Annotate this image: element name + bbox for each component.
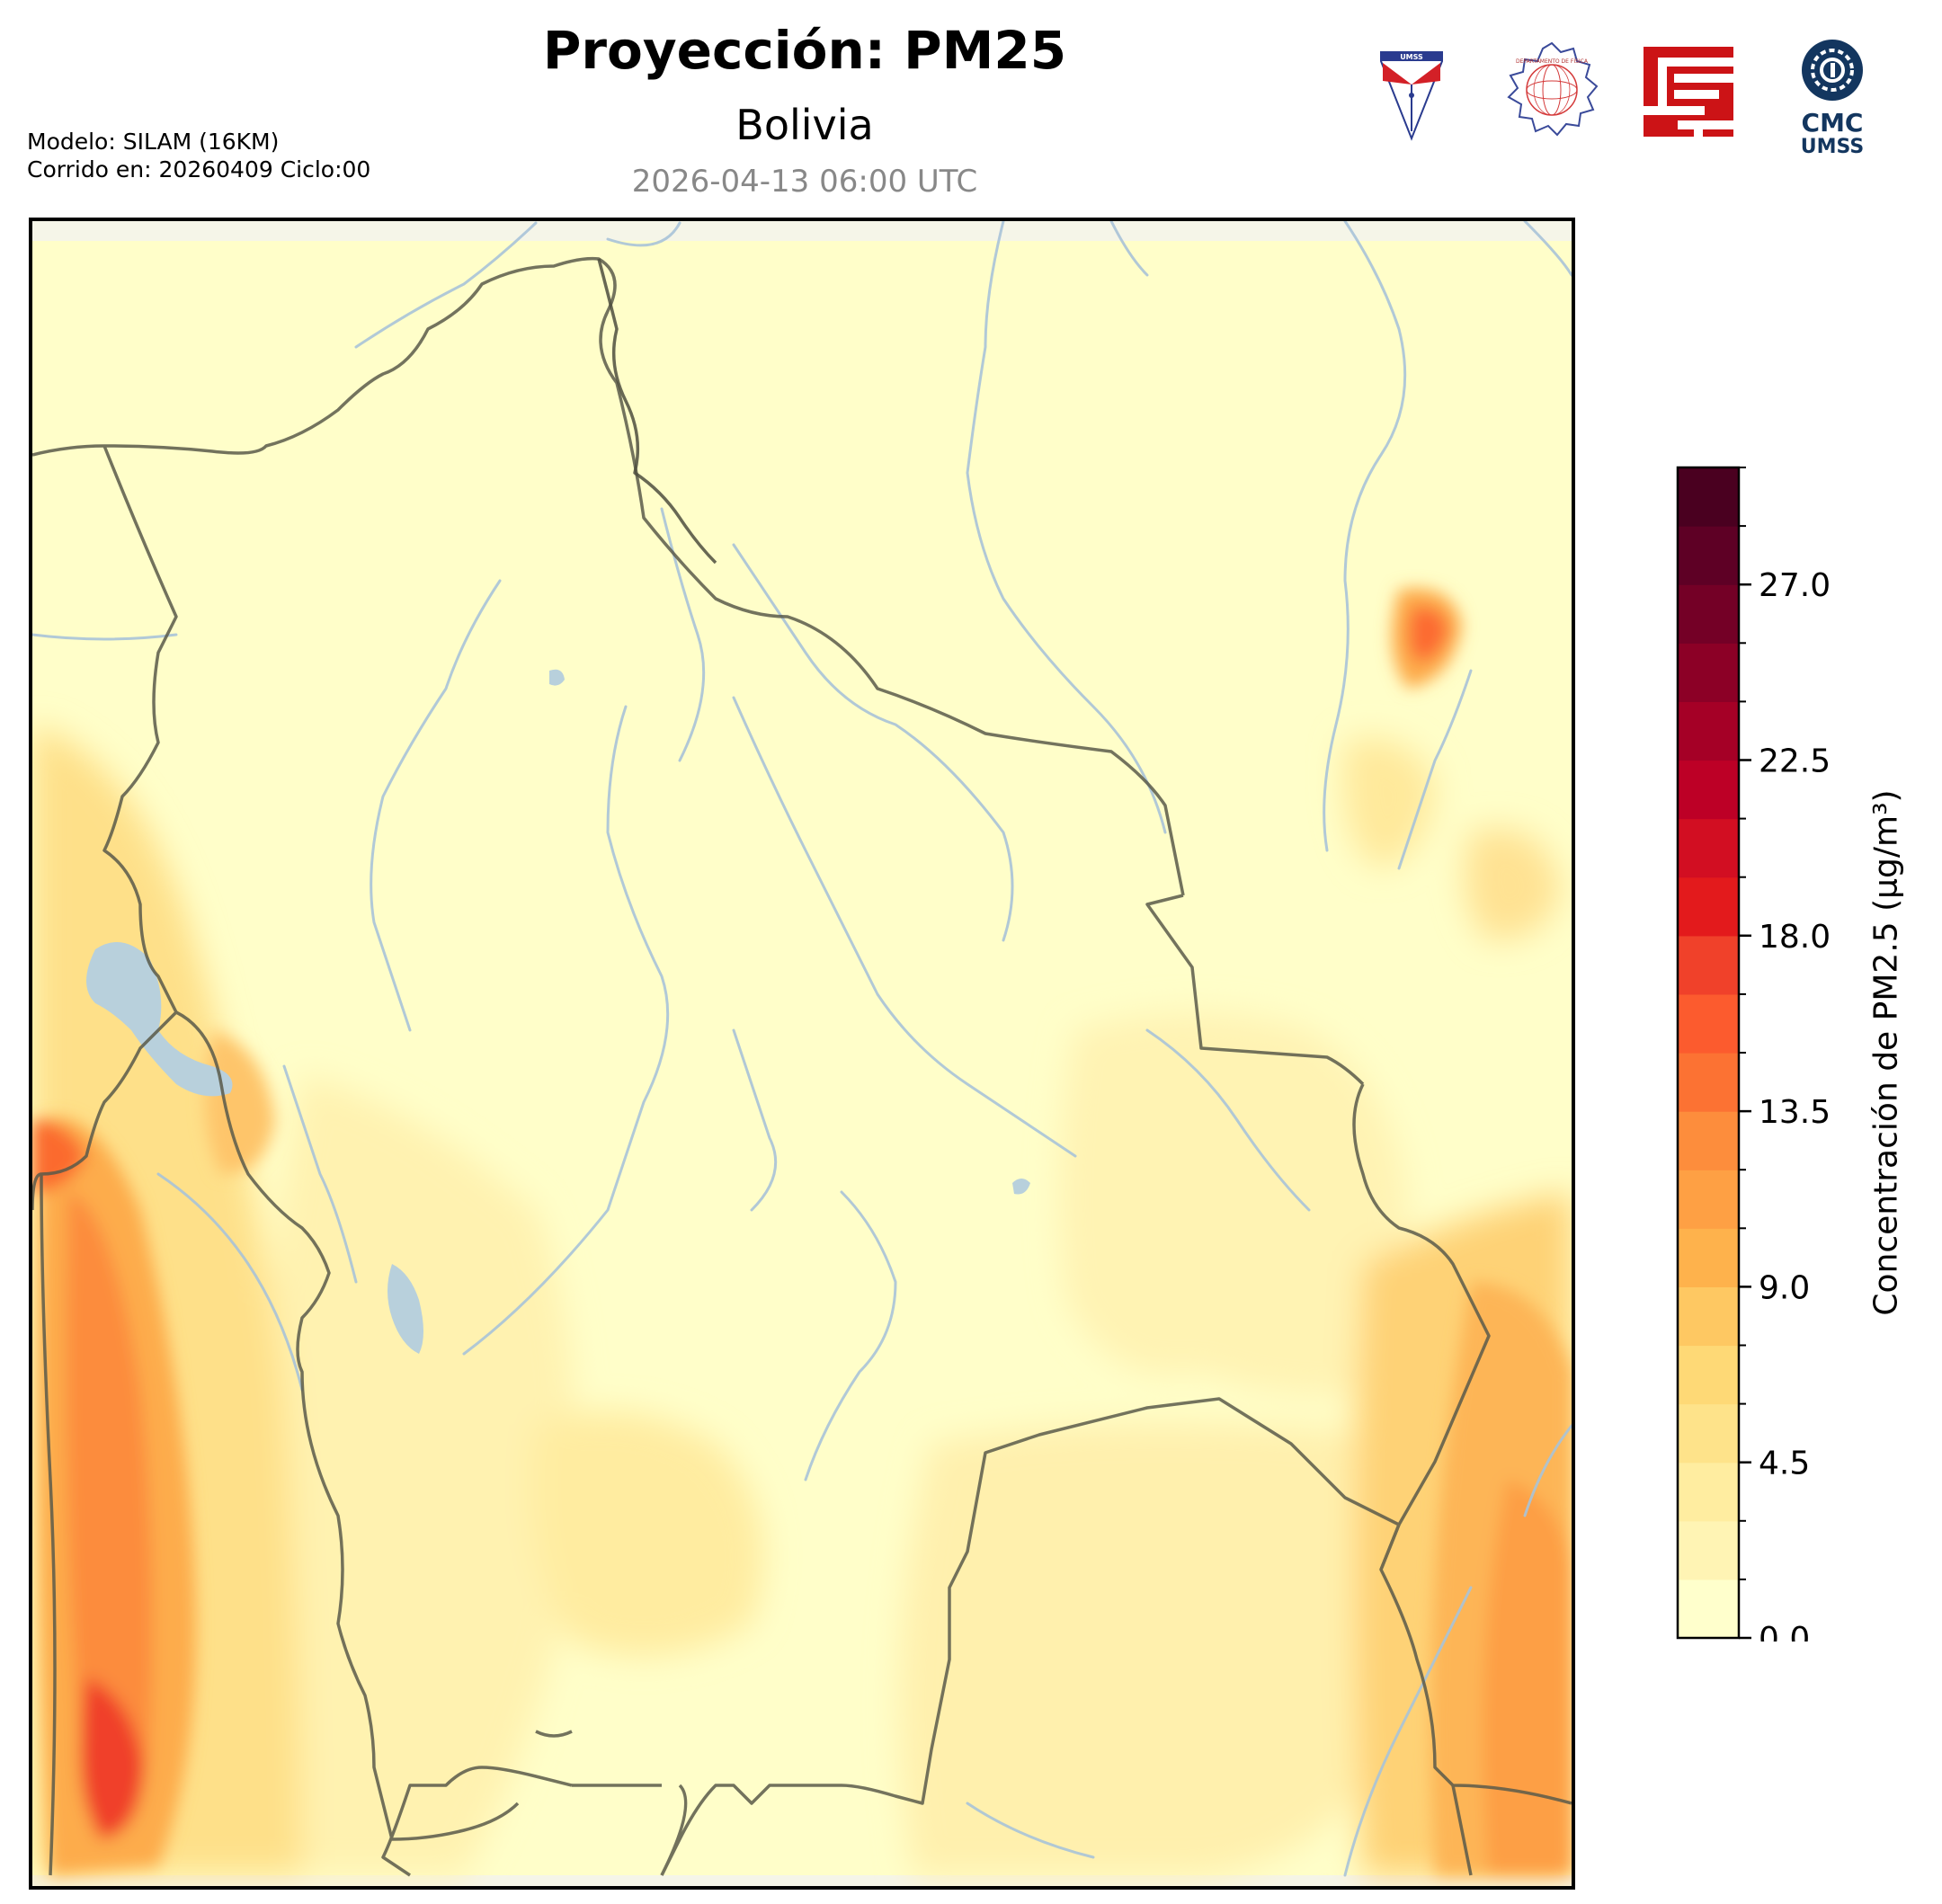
colorbar-level bbox=[1678, 1111, 1739, 1170]
fisica-seal-logo: DEPARTAMENTO DE FÍSICA bbox=[1507, 41, 1599, 137]
colorbar-level bbox=[1678, 467, 1739, 527]
colorbar-tick-label: 0.0 bbox=[1759, 1621, 1810, 1642]
colorbar-level bbox=[1678, 935, 1739, 995]
cmc-logo-text: CMC bbox=[1802, 108, 1864, 138]
cmc-umss-logo: CMC UMSS bbox=[1801, 40, 1864, 156]
colorbar-level bbox=[1678, 1345, 1739, 1405]
small-lake-2 bbox=[549, 669, 565, 686]
pm25-concentration-field bbox=[32, 588, 1572, 1875]
colorbar-level bbox=[1678, 643, 1739, 702]
umss-shield-text: UMSS bbox=[1400, 53, 1423, 61]
red-geometric-logo bbox=[1642, 47, 1733, 138]
map-top-margin bbox=[32, 221, 1572, 241]
logo-bar: UMSS DEPARTAMENTO DE FÍSICA CMC UMSS bbox=[1376, 40, 1879, 156]
colorbar-level bbox=[1678, 876, 1739, 937]
colorbar-level bbox=[1678, 1053, 1739, 1112]
colorbar-level bbox=[1678, 1462, 1739, 1522]
lakes bbox=[86, 669, 1030, 1354]
colorbar-tick-label: 9.0 bbox=[1759, 1269, 1810, 1306]
map-subtitle: Bolivia bbox=[735, 101, 874, 149]
colorbar-tick-label: 22.5 bbox=[1759, 743, 1831, 780]
colorbar-level bbox=[1678, 1228, 1739, 1287]
model-info: Modelo: SILAM (16KM) Corrido en: 2026040… bbox=[27, 128, 370, 183]
colorbar-level bbox=[1678, 1520, 1739, 1580]
small-lake bbox=[1012, 1179, 1030, 1195]
colorbar-tick-label: 18.0 bbox=[1759, 919, 1831, 956]
fisica-seal-text: DEPARTAMENTO DE FÍSICA bbox=[1516, 58, 1589, 65]
colorbar-tick-label: 27.0 bbox=[1759, 567, 1831, 604]
colorbar-tick-label: 4.5 bbox=[1759, 1446, 1810, 1482]
colorbar-level bbox=[1678, 1170, 1739, 1229]
map-panel bbox=[29, 218, 1575, 1890]
lake-titicaca bbox=[86, 942, 233, 1097]
colorbar-level bbox=[1678, 584, 1739, 644]
bolivia-border bbox=[597, 258, 717, 565]
map-title: Proyección: PM25 bbox=[542, 20, 1067, 81]
colorbar-level bbox=[1678, 1286, 1739, 1347]
run-line: Corrido en: 20260409 Ciclo:00 bbox=[27, 156, 371, 182]
cmc-umss-logo-text: UMSS bbox=[1801, 136, 1864, 156]
map-bottom-margin bbox=[32, 1875, 1572, 1886]
colorbar-level bbox=[1678, 1403, 1739, 1464]
lake-poopo bbox=[388, 1264, 423, 1354]
colorbar-level bbox=[1678, 701, 1739, 761]
pm25-map bbox=[32, 221, 1572, 1886]
model-line: Modelo: SILAM (16KM) bbox=[27, 129, 280, 155]
colorbar-level bbox=[1678, 993, 1739, 1054]
colorbar-label: Concentración de PM2.5 (µg/m³) bbox=[1867, 789, 1905, 1316]
colorbar-level bbox=[1678, 526, 1739, 585]
colorbar-level bbox=[1678, 760, 1739, 820]
colorbar-level bbox=[1678, 818, 1739, 878]
umss-shield-logo: UMSS bbox=[1380, 51, 1443, 141]
forecast-timestamp: 2026-04-13 06:00 UTC bbox=[631, 164, 978, 200]
country-borders bbox=[32, 256, 1572, 1877]
colorbar-tick-label: 13.5 bbox=[1759, 1094, 1831, 1131]
colorbar-level bbox=[1678, 1579, 1739, 1639]
